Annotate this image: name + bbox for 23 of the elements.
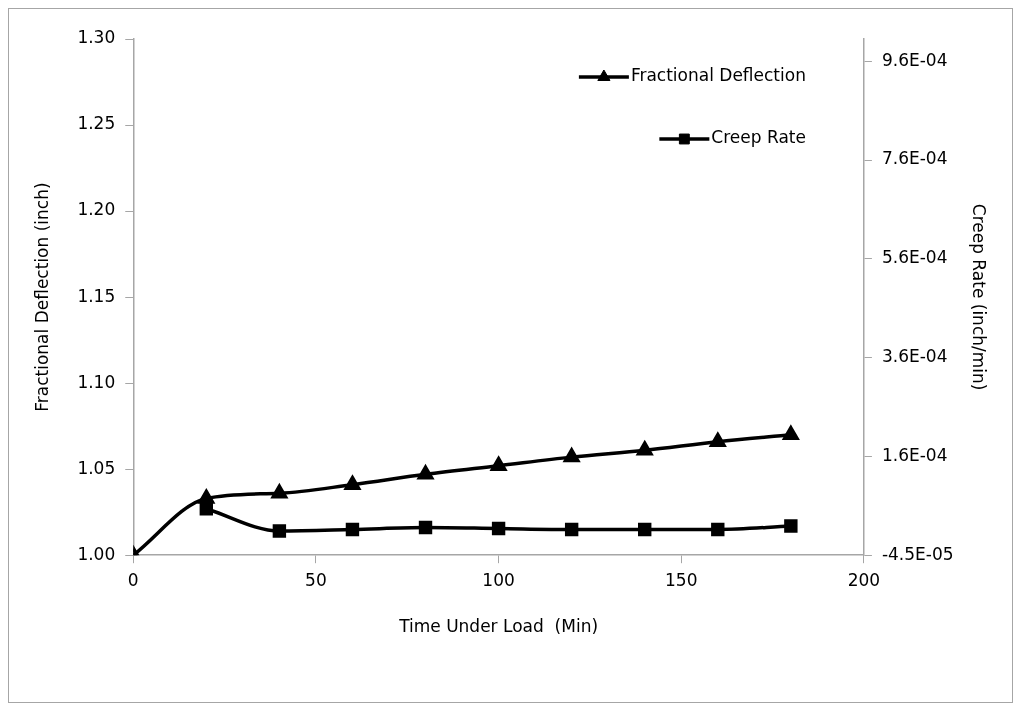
- y2-tick-label: 9.6E-04: [881, 49, 948, 70]
- y-tick-label: 1.00: [77, 543, 116, 564]
- x-tick-label: 50: [305, 569, 327, 590]
- y-axis-title: Fractional Deflection (inch): [31, 182, 52, 412]
- y2-tick-label: 1.6E-04: [881, 444, 948, 465]
- legend-label: Creep Rate: [711, 127, 806, 148]
- x-axis-title: Time Under Load (Min): [398, 616, 599, 637]
- legend-label: Fractional Deflection: [630, 65, 806, 86]
- x-tick-label: 100: [482, 569, 515, 590]
- y-tick-label: 1.20: [77, 199, 116, 220]
- x-tick-label: 200: [847, 569, 881, 590]
- y2-tick-label: -4.5E-05: [881, 543, 954, 564]
- y-tick-label: 1.05: [77, 457, 116, 478]
- y2-tick-label: 3.6E-04: [881, 346, 948, 367]
- x-tick-label: 0: [127, 569, 139, 590]
- y-tick-label: 1.25: [77, 113, 116, 134]
- y-tick-label: 1.15: [77, 285, 116, 306]
- y-tick-label: 1.10: [77, 371, 116, 392]
- x-tick-label: 150: [665, 569, 698, 590]
- y2-tick-label: 7.6E-04: [881, 148, 948, 169]
- y2-tick-label: 5.6E-04: [881, 247, 948, 268]
- y-tick-label: 1.30: [77, 27, 116, 48]
- y2-axis-title: Creep Rate (inch/min): [969, 203, 990, 391]
